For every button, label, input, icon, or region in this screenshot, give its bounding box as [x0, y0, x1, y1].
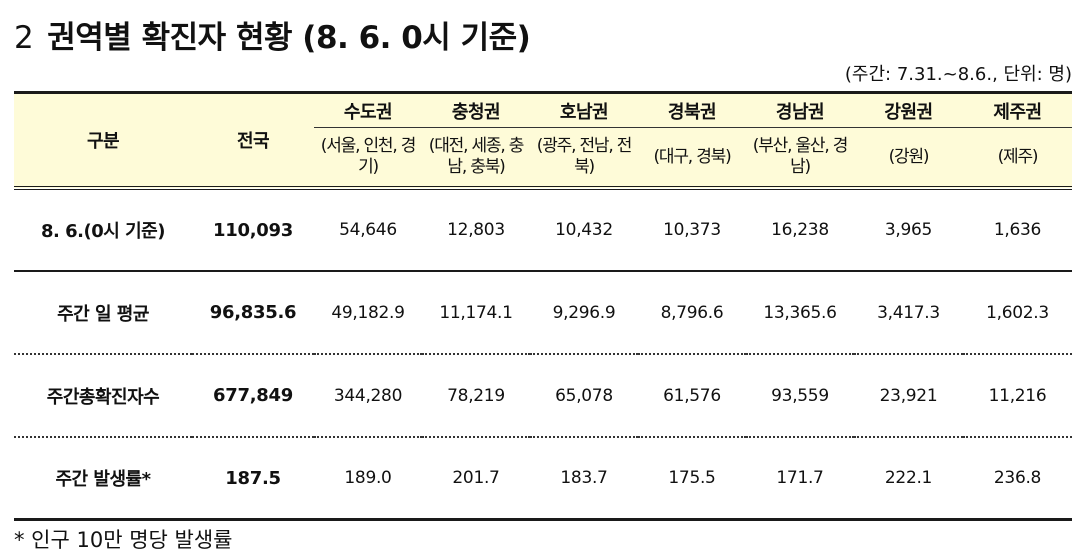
header-region-sub: (광주, 전남, 전북) [530, 127, 638, 188]
region-value: 61,576 [638, 354, 746, 438]
row-label: 8. 6.(0시 기준) [14, 188, 192, 272]
header-region-name: 제주권 [963, 92, 1072, 128]
region-value: 171.7 [776, 468, 824, 488]
region-value: 93,559 [746, 354, 854, 438]
region-value: 236.8 [993, 468, 1042, 488]
header-region-sub: (강원) [854, 127, 963, 188]
header-region-sub: (대구, 경북) [638, 127, 746, 188]
region-value: 16,238 [746, 188, 854, 272]
unit-note: (주간: 7.31.~8.6., 단위: 명) [844, 64, 1072, 85]
region-value: 78,219 [422, 354, 530, 438]
region-value: 9,296.9 [530, 271, 638, 355]
header-region-name: 충청권 [422, 92, 530, 128]
row-label: 주간 일 평균 [14, 271, 192, 355]
header-region-sub: (대전, 세종, 충남, 충북) [422, 127, 530, 188]
national-value: 110,093 [192, 188, 314, 272]
header-subrow: (서울, 인천, 경기) (대전, 세종, 충남, 충북) (광주, 전남, 전… [14, 127, 1072, 188]
region-value: 175.5 [668, 468, 716, 488]
national-value: 96,835.6 [192, 271, 314, 355]
region-value: 11,216 [963, 354, 1072, 438]
header-region-sub: (제주) [963, 127, 1072, 188]
region-value: 3,417.3 [854, 271, 963, 355]
region-value: 3,965 [854, 188, 963, 272]
header-region-name: 경남권 [746, 92, 854, 128]
header-region-sub: (부산, 울산, 경남) [746, 127, 854, 188]
title-text: 권역별 확진자 현황 (8. 6. 0시 기준) [47, 20, 531, 56]
table-row: 주간 발생률* 187.5 189.0 201.7 183.7 175.5 17… [14, 437, 1072, 520]
region-value: 1,602.3 [963, 271, 1072, 355]
region-value: 49,182.9 [314, 271, 422, 355]
section-number: 2 [14, 20, 34, 56]
region-value: 11,174.1 [422, 271, 530, 355]
region-value: 10,432 [530, 188, 638, 272]
row-label: 주간총확진자수 [14, 354, 192, 438]
region-value: 1,636 [963, 188, 1072, 272]
header-region-sub: (서울, 인천, 경기) [314, 127, 422, 188]
region-value: 8,796.6 [638, 271, 746, 355]
national-value: 187.5 [225, 467, 281, 489]
region-value: 183.7 [560, 468, 608, 488]
table-row: 8. 6.(0시 기준) 110,093 54,646 12,803 10,43… [14, 188, 1072, 272]
row-label: 주간 발생률* [55, 469, 151, 490]
region-value: 201.7 [452, 468, 500, 488]
header-region-name: 강원권 [854, 92, 963, 128]
header-category: 구분 [14, 92, 192, 188]
region-value: 344,280 [314, 354, 422, 438]
region-value: 54,646 [314, 188, 422, 272]
table-row: 주간 일 평균 96,835.6 49,182.9 11,174.1 9,296… [14, 271, 1072, 355]
region-value: 189.0 [344, 468, 392, 488]
regional-cases-table: 구분 전국 수도권 충청권 호남권 경북권 경남권 강원권 제주권 (서울, 인… [14, 91, 1072, 521]
region-value: 12,803 [422, 188, 530, 272]
page-title: 2 권역별 확진자 현황 (8. 6. 0시 기준) [14, 12, 531, 57]
footnote: * 인구 10만 명당 발생률 [14, 528, 233, 552]
region-value: 65,078 [530, 354, 638, 438]
region-value: 222.1 [884, 468, 933, 488]
header-region-name: 호남권 [530, 92, 638, 128]
header-region-name: 경북권 [638, 92, 746, 128]
region-value: 23,921 [854, 354, 963, 438]
header-row: 구분 전국 수도권 충청권 호남권 경북권 경남권 강원권 제주권 [14, 92, 1072, 188]
table-row: 주간총확진자수 677,849 344,280 78,219 65,078 61… [14, 354, 1072, 438]
region-value: 13,365.6 [746, 271, 854, 355]
national-value: 677,849 [192, 354, 314, 438]
region-value: 10,373 [638, 188, 746, 272]
header-region-name: 수도권 [314, 92, 422, 128]
header-national: 전국 [192, 92, 314, 188]
